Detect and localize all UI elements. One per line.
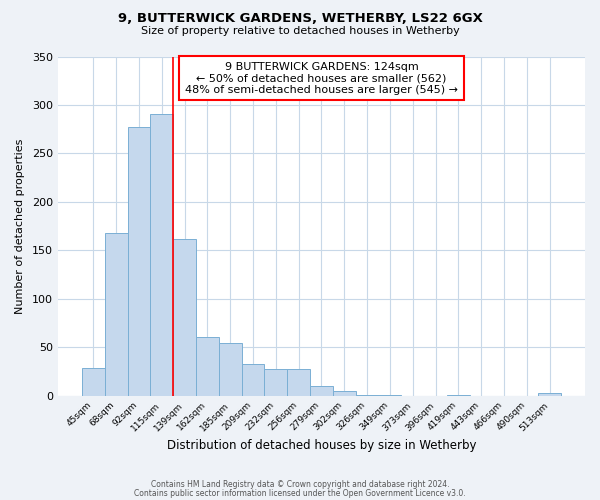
Bar: [287, 370, 310, 396]
Bar: [128, 127, 151, 396]
Bar: [538, 392, 561, 396]
Bar: [219, 344, 242, 396]
Bar: [356, 394, 379, 396]
Bar: [105, 233, 128, 396]
Bar: [333, 391, 356, 396]
Text: Size of property relative to detached houses in Wetherby: Size of property relative to detached ho…: [140, 26, 460, 36]
Bar: [151, 114, 173, 396]
Bar: [173, 238, 196, 396]
Bar: [379, 394, 401, 396]
Bar: [82, 368, 105, 396]
Bar: [196, 338, 219, 396]
Text: 9 BUTTERWICK GARDENS: 124sqm
← 50% of detached houses are smaller (562)
48% of s: 9 BUTTERWICK GARDENS: 124sqm ← 50% of de…: [185, 62, 458, 95]
Bar: [447, 394, 470, 396]
Text: Contains HM Land Registry data © Crown copyright and database right 2024.: Contains HM Land Registry data © Crown c…: [151, 480, 449, 489]
X-axis label: Distribution of detached houses by size in Wetherby: Distribution of detached houses by size …: [167, 440, 476, 452]
Text: 9, BUTTERWICK GARDENS, WETHERBY, LS22 6GX: 9, BUTTERWICK GARDENS, WETHERBY, LS22 6G…: [118, 12, 482, 26]
Bar: [242, 364, 265, 396]
Bar: [310, 386, 333, 396]
Text: Contains public sector information licensed under the Open Government Licence v3: Contains public sector information licen…: [134, 488, 466, 498]
Y-axis label: Number of detached properties: Number of detached properties: [15, 138, 25, 314]
Bar: [265, 370, 287, 396]
